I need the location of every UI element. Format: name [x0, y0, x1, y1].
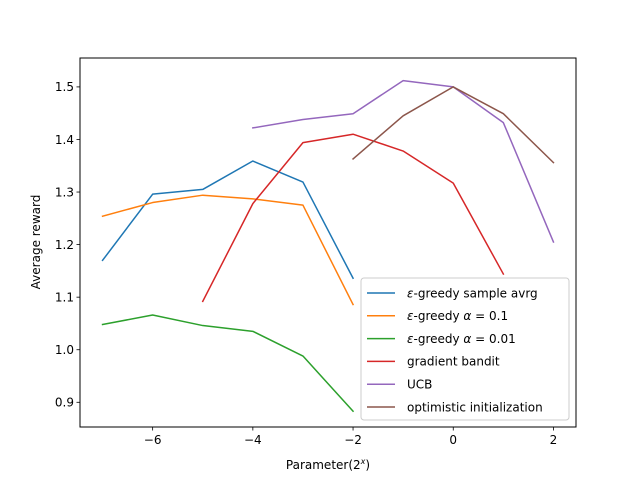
x-axis-label-end: ): [365, 458, 370, 472]
y-axis-label: Average reward: [29, 195, 43, 290]
series-line-3: [101, 314, 355, 413]
x-tick-label: −2: [344, 433, 362, 447]
legend-box: [360, 277, 570, 421]
series-layer: [101, 79, 555, 413]
y-tick-label: 1.0: [55, 343, 74, 357]
y-tick-label: 1.5: [55, 80, 74, 94]
x-axis-label: Parameter(2x): [286, 457, 370, 472]
series-line-4: [201, 133, 505, 303]
x-axis-label-main: Parameter(2: [286, 458, 361, 472]
x-axis-label-superscript: x: [360, 457, 366, 466]
series-line-2: [101, 194, 355, 306]
y-tick-label: 1.4: [55, 133, 74, 147]
y-axis: 0.9 1.0 1.1 1.2 1.3 1.4 1.5: [55, 80, 80, 410]
legend-label-3: ε-greedy α = 0.01: [407, 332, 516, 346]
legend-label-2: ε-greedy α = 0.1: [407, 309, 508, 323]
plot-frame: [79, 57, 577, 428]
legend: ε-greedy sample avrg ε-greedy α = 0.1 ε-gr…: [360, 277, 570, 421]
legend-label-6: optimistic initialization: [407, 400, 543, 414]
x-axis: −6 −4 −2 0 2: [144, 427, 557, 447]
legend-label-1: ε-greedy sample avrg: [407, 286, 538, 300]
x-tick-label: 0: [449, 433, 457, 447]
y-tick-label: 1.1: [55, 290, 74, 304]
legend-entries: ε-greedy sample avrg ε-greedy α = 0.1 ε-gr…: [367, 286, 543, 414]
series-line-6: [351, 86, 555, 164]
legend-label-4: gradient bandit: [407, 355, 500, 369]
legend-label-5: UCB: [407, 378, 432, 392]
series-line-5: [251, 79, 555, 243]
x-tick-label: 2: [550, 433, 558, 447]
x-tick-label: −4: [244, 433, 262, 447]
y-tick-label: 1.3: [55, 185, 74, 199]
y-tick-label: 1.2: [55, 238, 74, 252]
x-tick-label: −6: [144, 433, 162, 447]
y-tick-label: 0.9: [55, 396, 74, 410]
